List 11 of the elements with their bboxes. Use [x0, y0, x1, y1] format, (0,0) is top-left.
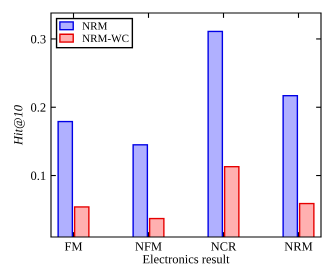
- legend-label: NRM: [82, 22, 108, 30]
- y-tick-label: 0.3: [30, 34, 46, 44]
- y-axis-title: Hit@10: [14, 105, 25, 146]
- x-tick-label: NFM: [135, 242, 162, 251]
- x-tick-label: FM: [64, 242, 82, 251]
- x-tick-label: NRM: [284, 242, 312, 251]
- legend-label: NRM-WC: [82, 34, 128, 42]
- x-axis-title: Electronics result: [142, 254, 230, 264]
- y-tick-label: 0.1: [30, 172, 46, 180]
- y-tick-label: 0.2: [30, 103, 46, 112]
- x-tick-label: NCR: [211, 242, 236, 251]
